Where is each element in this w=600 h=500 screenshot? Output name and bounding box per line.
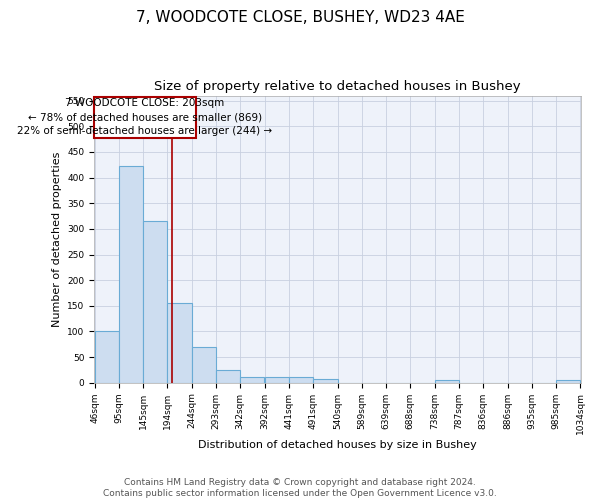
- Bar: [143, 221, 167, 382]
- Bar: [95, 332, 119, 382]
- Text: 7 WOODCOTE CLOSE: 203sqm
← 78% of detached houses are smaller (869)
22% of semi-: 7 WOODCOTE CLOSE: 203sqm ← 78% of detach…: [17, 98, 272, 136]
- Text: Contains HM Land Registry data © Crown copyright and database right 2024.
Contai: Contains HM Land Registry data © Crown c…: [103, 478, 497, 498]
- Bar: [119, 166, 143, 382]
- Bar: [167, 303, 191, 382]
- Bar: [556, 380, 580, 382]
- Bar: [192, 347, 216, 382]
- Bar: [216, 370, 240, 382]
- Text: 7, WOODCOTE CLOSE, BUSHEY, WD23 4AE: 7, WOODCOTE CLOSE, BUSHEY, WD23 4AE: [136, 10, 464, 25]
- Bar: [289, 377, 313, 382]
- Bar: [240, 377, 264, 382]
- X-axis label: Distribution of detached houses by size in Bushey: Distribution of detached houses by size …: [199, 440, 477, 450]
- Bar: [313, 379, 338, 382]
- Bar: [435, 380, 459, 382]
- Bar: [265, 376, 289, 382]
- Y-axis label: Number of detached properties: Number of detached properties: [52, 152, 62, 327]
- Title: Size of property relative to detached houses in Bushey: Size of property relative to detached ho…: [154, 80, 521, 93]
- FancyBboxPatch shape: [94, 96, 196, 138]
